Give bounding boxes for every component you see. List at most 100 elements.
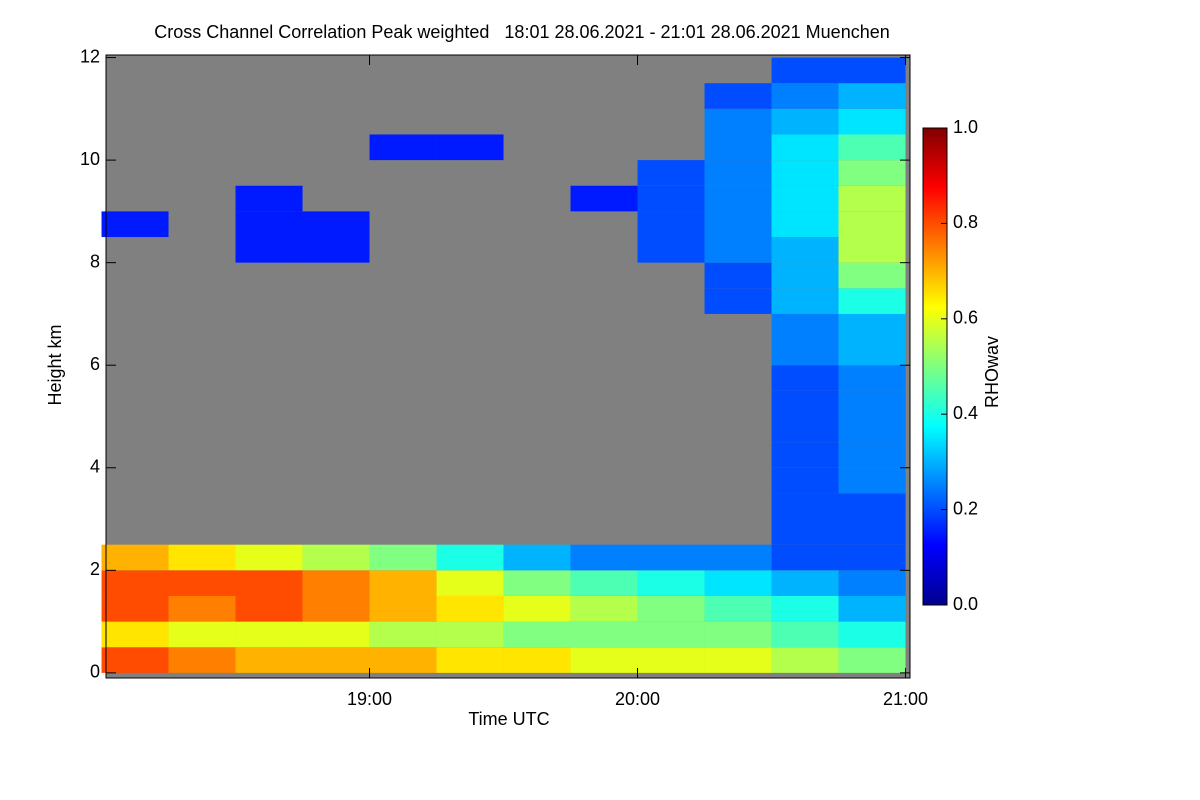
heatmap-cell	[302, 237, 370, 263]
colorbar-tick-label: 0.4	[953, 403, 978, 423]
colorbar-tick-label: 1.0	[953, 117, 978, 137]
heatmap-cell	[771, 160, 839, 186]
heatmap-cell	[838, 134, 906, 161]
heatmap-cell	[302, 570, 370, 596]
x-axis-label: Time UTC	[468, 709, 549, 729]
heatmap-cell	[168, 595, 236, 622]
colorbar-tick-label: 0.6	[953, 308, 978, 328]
heatmap-cell	[637, 237, 705, 263]
heatmap-cell	[235, 544, 303, 571]
heatmap-cell	[637, 647, 705, 673]
heatmap-cell	[704, 570, 772, 596]
heatmap-cell	[369, 647, 437, 673]
heatmap-cell	[570, 185, 638, 212]
colorbar-tick-label: 0.8	[953, 212, 978, 232]
heatmap-cell	[704, 544, 772, 571]
colorbar-tick-label: 0.2	[953, 498, 978, 518]
heatmap-cell	[771, 570, 839, 596]
heatmap-cell	[771, 339, 839, 366]
heatmap-cell	[838, 467, 906, 494]
heatmap-cell	[369, 544, 437, 571]
heatmap-cell	[771, 621, 839, 648]
heatmap-cell	[302, 647, 370, 673]
heatmap-cell	[704, 262, 772, 289]
heatmap-cell	[838, 288, 906, 314]
heatmap-cell	[838, 313, 906, 340]
x-tick-label: 21:00	[883, 689, 928, 709]
heatmap-cell	[838, 621, 906, 648]
heatmap-cell	[704, 134, 772, 161]
heatmap-cell	[235, 211, 303, 238]
heatmap-cell	[771, 519, 839, 545]
heatmap-cell	[704, 621, 772, 648]
heatmap-cell	[771, 493, 839, 520]
heatmap-cell	[570, 647, 638, 673]
heatmap-cell	[503, 647, 571, 673]
heatmap-cell	[771, 390, 839, 417]
heatmap-cell	[503, 595, 571, 622]
heatmap-cell	[838, 57, 906, 84]
heatmap-cell	[235, 621, 303, 648]
heatmap-cell	[637, 185, 705, 212]
heatmap-cell	[771, 365, 839, 391]
heatmap-cell	[302, 544, 370, 571]
heatmap-cell	[503, 570, 571, 596]
heatmap-cell	[637, 211, 705, 238]
heatmap-cell	[838, 647, 906, 673]
x-tick-label: 19:00	[347, 689, 392, 709]
heatmap-cell	[369, 621, 437, 648]
heatmap-cell	[704, 237, 772, 263]
heatmap-cell	[436, 134, 504, 161]
y-tick-label: 4	[90, 457, 100, 477]
heatmap-cell	[302, 621, 370, 648]
heatmap-cell	[570, 544, 638, 571]
heatmap-cell	[235, 570, 303, 596]
heatmap-cell	[704, 160, 772, 186]
heatmap-cell	[436, 544, 504, 571]
heatmap-cell	[771, 185, 839, 212]
heatmap-cell	[637, 544, 705, 571]
heatmap-cell	[570, 570, 638, 596]
heatmap-cell	[771, 647, 839, 673]
heatmap-cell	[704, 108, 772, 135]
x-tick-label: 20:00	[615, 689, 660, 709]
heatmap-cell	[168, 544, 236, 571]
heatmap-cell	[704, 288, 772, 314]
heatmap-cell	[704, 595, 772, 622]
heatmap-cell	[101, 647, 169, 673]
heatmap-cell	[771, 416, 839, 443]
heatmap-cell	[838, 519, 906, 545]
heatmap-cell	[704, 83, 772, 109]
heatmap-cell	[570, 621, 638, 648]
heatmap-cell	[771, 237, 839, 263]
heatmap-cell	[436, 647, 504, 673]
heatmap-cell	[369, 134, 437, 161]
heatmap-cell	[771, 544, 839, 571]
heatmap-cell	[302, 595, 370, 622]
heatmap-cell	[838, 339, 906, 366]
heatmap-cell	[503, 544, 571, 571]
heatmap-cell	[771, 595, 839, 622]
heatmap-cell	[637, 621, 705, 648]
heatmap-cell	[838, 570, 906, 596]
y-tick-label: 8	[90, 251, 100, 271]
heatmap-cell	[704, 185, 772, 212]
y-axis-label: Height km	[45, 324, 65, 405]
heatmap-cell	[704, 647, 772, 673]
heatmap-cell	[838, 416, 906, 443]
y-tick-label: 6	[90, 354, 100, 374]
heatmap-cell	[771, 57, 839, 84]
heatmap-cell	[838, 160, 906, 186]
heatmap-cell	[235, 185, 303, 212]
heatmap-cell	[838, 108, 906, 135]
heatmap-cell	[168, 570, 236, 596]
heatmap-cell	[637, 160, 705, 186]
heatmap-cell	[838, 211, 906, 238]
colorbar-label: RHOwav	[982, 336, 1002, 408]
heatmap-cell	[771, 108, 839, 135]
heatmap-cell	[838, 262, 906, 289]
heatmap-cell	[168, 647, 236, 673]
heatmap-cell	[436, 595, 504, 622]
heatmap-cell	[302, 211, 370, 238]
heatmap-cell	[101, 544, 169, 571]
